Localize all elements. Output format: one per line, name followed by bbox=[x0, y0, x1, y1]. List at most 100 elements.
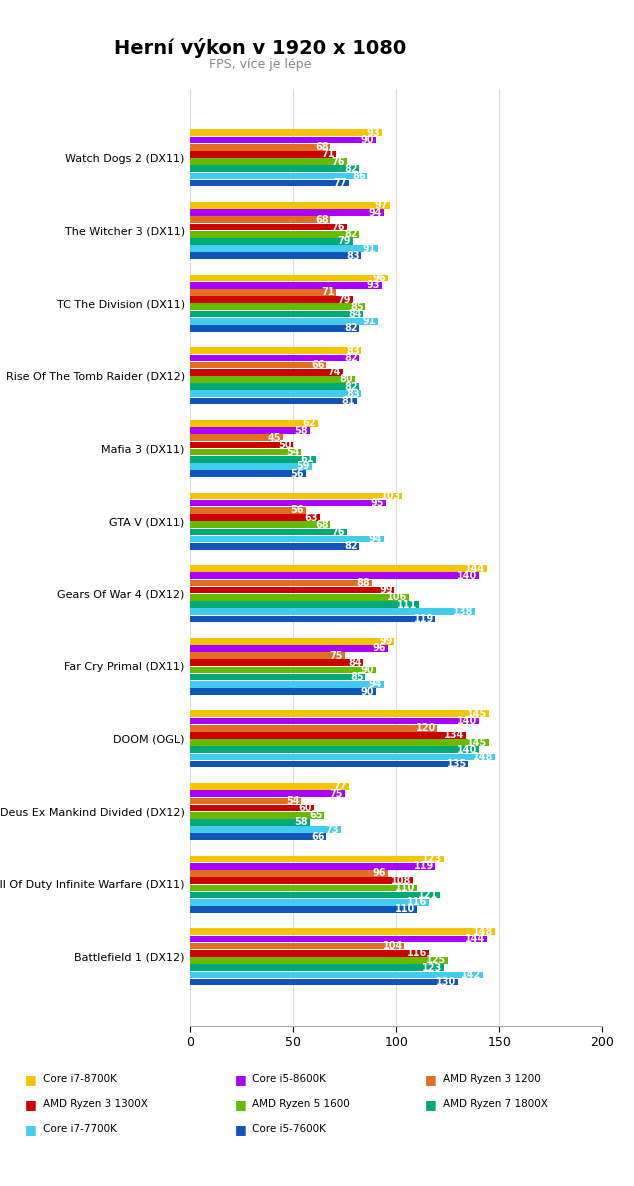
Text: 123: 123 bbox=[422, 854, 442, 865]
Text: 121: 121 bbox=[418, 890, 438, 900]
Bar bbox=[190, 515, 320, 521]
Text: 96: 96 bbox=[373, 273, 386, 283]
Bar bbox=[190, 856, 444, 862]
Bar bbox=[190, 282, 382, 288]
Text: 82: 82 bbox=[344, 353, 358, 363]
Bar bbox=[190, 566, 487, 572]
Text: 65: 65 bbox=[309, 810, 323, 821]
Bar bbox=[190, 275, 388, 281]
Bar bbox=[190, 732, 466, 739]
Text: FPS, více je lépe: FPS, více je lépe bbox=[209, 58, 311, 71]
Bar bbox=[190, 202, 390, 209]
Text: 58: 58 bbox=[294, 426, 308, 435]
Bar bbox=[190, 463, 312, 470]
Text: 123: 123 bbox=[422, 963, 442, 973]
Bar bbox=[190, 587, 394, 593]
Text: 71: 71 bbox=[321, 149, 335, 159]
Bar bbox=[190, 217, 330, 223]
Text: 82: 82 bbox=[344, 164, 358, 173]
Bar bbox=[190, 434, 283, 441]
Text: 68: 68 bbox=[315, 215, 328, 225]
Bar bbox=[190, 804, 314, 811]
Text: ■: ■ bbox=[25, 1123, 37, 1135]
Bar bbox=[190, 608, 474, 616]
Text: 79: 79 bbox=[338, 236, 351, 247]
Text: 83: 83 bbox=[346, 345, 359, 356]
Bar bbox=[190, 718, 479, 725]
Bar bbox=[190, 325, 359, 332]
Text: 77: 77 bbox=[333, 782, 347, 791]
Text: 82: 82 bbox=[344, 229, 358, 240]
Bar bbox=[190, 978, 458, 986]
Bar bbox=[190, 441, 293, 448]
Bar bbox=[190, 427, 309, 434]
Text: 144: 144 bbox=[465, 933, 485, 944]
Bar bbox=[190, 667, 375, 674]
Text: 94: 94 bbox=[369, 534, 382, 544]
Bar bbox=[190, 522, 330, 528]
Bar bbox=[190, 760, 469, 767]
Text: 110: 110 bbox=[395, 882, 415, 893]
Text: 116: 116 bbox=[407, 898, 427, 907]
Text: 83: 83 bbox=[346, 389, 359, 398]
Bar bbox=[190, 594, 408, 600]
Bar bbox=[190, 304, 365, 311]
Bar bbox=[190, 797, 302, 804]
Text: ■: ■ bbox=[25, 1098, 37, 1110]
Text: 88: 88 bbox=[356, 578, 370, 588]
Bar bbox=[190, 892, 439, 898]
Text: 138: 138 bbox=[453, 607, 473, 617]
Bar bbox=[190, 725, 437, 732]
Text: Core i5-8600K: Core i5-8600K bbox=[252, 1075, 327, 1084]
Bar bbox=[190, 180, 349, 186]
Bar bbox=[190, 471, 306, 477]
Text: AMD Ryzen 5 1600: AMD Ryzen 5 1600 bbox=[252, 1099, 350, 1109]
Text: ■: ■ bbox=[425, 1098, 437, 1110]
Text: 56: 56 bbox=[290, 505, 304, 516]
Text: 103: 103 bbox=[380, 491, 401, 500]
Bar bbox=[190, 144, 330, 151]
Bar bbox=[190, 906, 417, 913]
Text: 73: 73 bbox=[325, 824, 339, 835]
Text: 140: 140 bbox=[456, 745, 477, 754]
Bar bbox=[190, 296, 353, 302]
Bar bbox=[190, 943, 404, 950]
Bar bbox=[190, 652, 345, 659]
Bar bbox=[190, 420, 318, 427]
Bar bbox=[190, 863, 436, 869]
Text: 116: 116 bbox=[407, 949, 427, 958]
Bar bbox=[190, 790, 345, 797]
Bar bbox=[190, 165, 359, 172]
Bar bbox=[190, 390, 361, 397]
Bar bbox=[190, 812, 324, 818]
Text: AMD Ryzen 3 1200: AMD Ryzen 3 1200 bbox=[443, 1075, 540, 1084]
Bar bbox=[190, 688, 375, 695]
Bar bbox=[190, 580, 372, 586]
Text: 90: 90 bbox=[361, 687, 374, 696]
Bar bbox=[190, 347, 361, 355]
Text: 135: 135 bbox=[446, 759, 467, 770]
Text: 140: 140 bbox=[456, 570, 477, 581]
Text: ■: ■ bbox=[235, 1098, 247, 1110]
Text: 111: 111 bbox=[397, 599, 417, 610]
Bar bbox=[190, 871, 388, 876]
Bar bbox=[190, 231, 359, 237]
Bar bbox=[190, 971, 482, 978]
Bar bbox=[190, 318, 378, 325]
Text: 96: 96 bbox=[373, 643, 386, 653]
Bar bbox=[190, 455, 316, 463]
Bar bbox=[190, 878, 413, 884]
Text: 145: 145 bbox=[467, 738, 488, 747]
Bar bbox=[190, 885, 417, 891]
Bar bbox=[190, 834, 326, 840]
Text: 120: 120 bbox=[415, 723, 436, 733]
Text: 145: 145 bbox=[467, 709, 488, 719]
Bar bbox=[190, 601, 419, 608]
Bar bbox=[190, 827, 340, 833]
Text: 59: 59 bbox=[297, 461, 310, 472]
Bar bbox=[190, 289, 337, 295]
Text: 74: 74 bbox=[328, 368, 341, 377]
Text: 119: 119 bbox=[413, 614, 434, 624]
Bar bbox=[190, 397, 357, 404]
Bar bbox=[190, 129, 382, 136]
